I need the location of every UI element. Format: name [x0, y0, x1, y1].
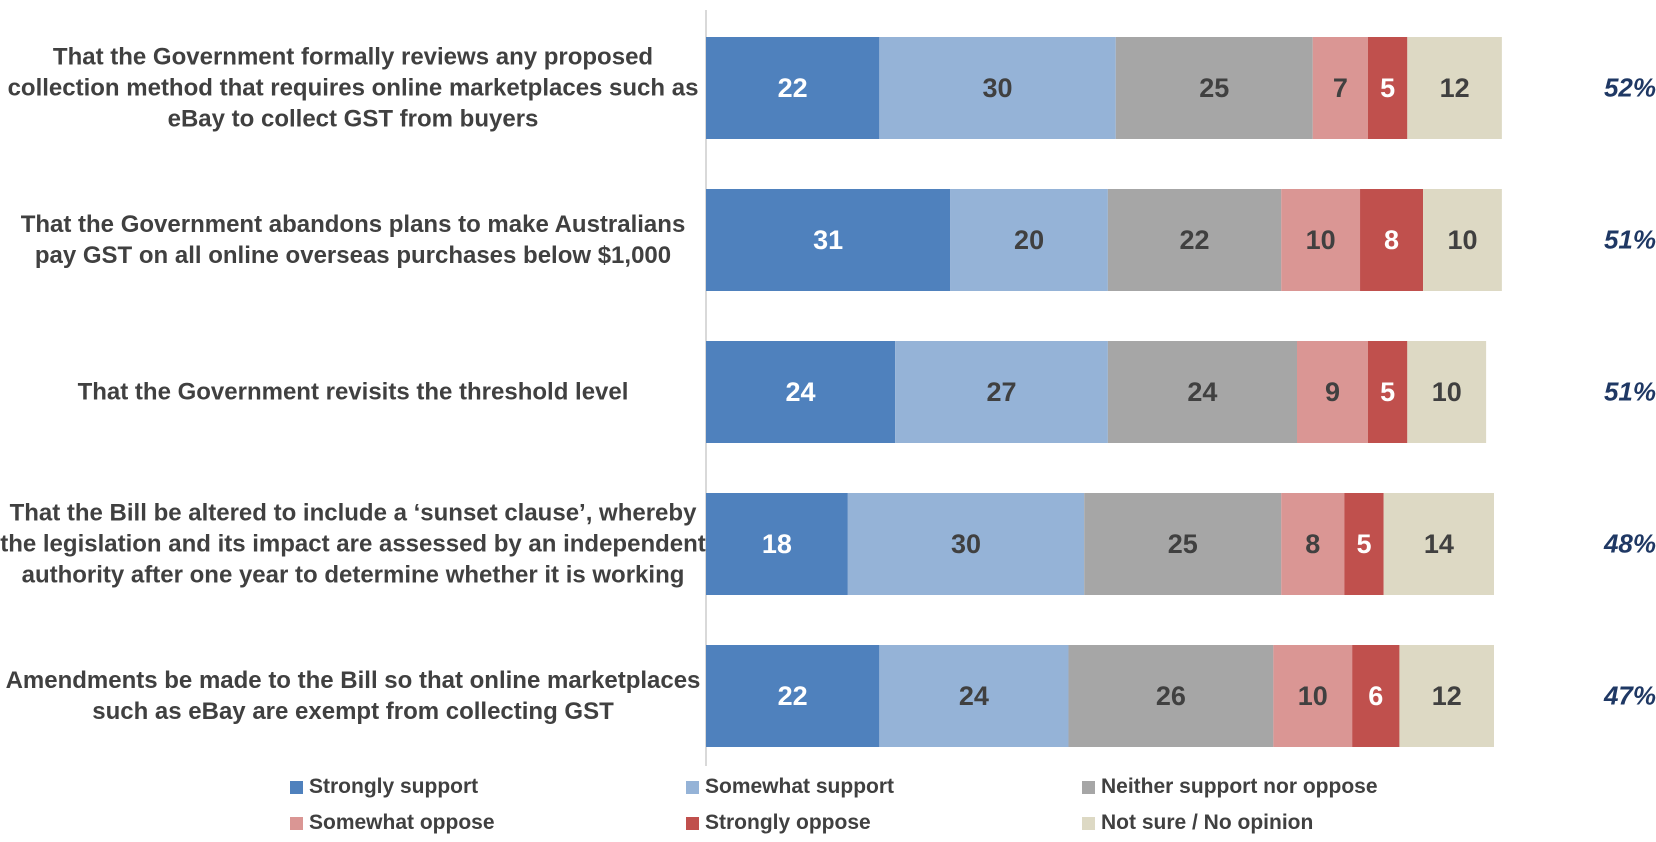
data-label: 30: [951, 529, 981, 559]
total-support-label: 47%: [1603, 680, 1656, 711]
data-label: 10: [1447, 225, 1477, 255]
category-label: That the Government revisits the thresho…: [77, 378, 629, 406]
bar-segment: [1423, 189, 1502, 291]
bar-segment: [895, 341, 1108, 443]
category-label: Amendments be made to the Bill so that o…: [5, 667, 701, 725]
category-label: That the Bill be altered to include a ‘s…: [0, 499, 706, 589]
total-support-label: 48%: [1603, 528, 1656, 559]
bar-segment: [1107, 341, 1297, 443]
legend-item: Neither support nor oppose: [1082, 775, 1378, 799]
legend-label: Neither support nor oppose: [1101, 775, 1378, 798]
data-label: 24: [959, 681, 989, 711]
legend-swatch: [290, 780, 303, 794]
legend-item: Somewhat support: [686, 775, 894, 799]
data-label: 7: [1333, 73, 1348, 103]
data-label: 24: [786, 377, 816, 407]
data-label: 22: [1180, 225, 1210, 255]
bar-segment: [1352, 645, 1400, 747]
bar-segment: [706, 37, 880, 139]
data-label: 31: [813, 225, 843, 255]
bar-segment: [1273, 645, 1353, 747]
bar-segment: [879, 37, 1116, 139]
legend-swatch: [290, 816, 303, 830]
data-label: 8: [1384, 225, 1399, 255]
data-label: 25: [1168, 529, 1198, 559]
category-label: That the Government formally reviews any…: [7, 43, 699, 133]
data-label: 10: [1298, 681, 1328, 711]
bar-segment: [1360, 189, 1424, 291]
bar-segment: [879, 645, 1069, 747]
bar-segment: [706, 493, 848, 595]
data-label: 25: [1199, 73, 1229, 103]
data-label: 30: [983, 73, 1013, 103]
data-label: 18: [762, 529, 792, 559]
bar-segment: [1367, 341, 1408, 443]
data-label: 10: [1432, 377, 1462, 407]
legend-label: Not sure / No opinion: [1101, 811, 1314, 834]
bar-segment: [1312, 37, 1368, 139]
legend-swatch: [686, 780, 699, 794]
bar-segment: [1367, 37, 1408, 139]
data-label: 12: [1432, 681, 1462, 711]
data-label: 6: [1368, 681, 1383, 711]
bar-segment: [1281, 493, 1345, 595]
data-label: 14: [1424, 529, 1454, 559]
bar-segment: [1399, 645, 1494, 747]
bar-segment: [1281, 189, 1361, 291]
legend-label: Strongly oppose: [705, 811, 871, 834]
legend-item: Strongly oppose: [686, 811, 871, 835]
legend-swatch: [1082, 780, 1095, 794]
bar-segment: [706, 645, 880, 747]
data-label: 24: [1187, 377, 1217, 407]
bar-segment: [950, 189, 1108, 291]
legend-item: Not sure / No opinion: [1082, 811, 1313, 835]
bar-segment: [706, 341, 896, 443]
data-label: 22: [778, 73, 808, 103]
legend-label: Somewhat support: [705, 775, 895, 798]
data-label: 12: [1440, 73, 1470, 103]
bar-segment: [1383, 493, 1494, 595]
bar-segment: [1068, 645, 1274, 747]
bar-segment: [847, 493, 1085, 595]
total-support-label: 51%: [1603, 376, 1656, 407]
data-label: 8: [1305, 529, 1320, 559]
bar-segment: [1115, 37, 1313, 139]
bar-segment: [1407, 37, 1502, 139]
category-label: That the Government abandons plans to ma…: [20, 211, 686, 269]
bar-segment: [1297, 341, 1368, 443]
legend-item: Strongly support: [290, 775, 478, 799]
bar-segment: [1084, 493, 1282, 595]
data-label: 5: [1356, 529, 1371, 559]
legend-label: Somewhat oppose: [309, 811, 495, 834]
data-label: 5: [1380, 73, 1395, 103]
total-support-label: 52%: [1603, 72, 1656, 103]
legend-swatch: [1082, 816, 1095, 830]
legend-swatch: [686, 816, 699, 830]
bar-segment: [1407, 341, 1487, 443]
data-label: 9: [1325, 377, 1340, 407]
bar-segment: [1107, 189, 1282, 291]
bars-group: 22 30 25 7 5 12 31 20 22 10 8 10 24 27 24 9 5 10 18 30 25 8 5 1…: [706, 37, 1502, 747]
data-label: 10: [1306, 225, 1336, 255]
data-label: 5: [1380, 377, 1395, 407]
bar-segment: [706, 189, 951, 291]
legend-item: Somewhat oppose: [290, 811, 495, 835]
data-label: 27: [986, 377, 1016, 407]
bar-segment: [1344, 493, 1384, 595]
data-label: 22: [778, 681, 808, 711]
data-label: 26: [1156, 681, 1186, 711]
legend-label: Strongly support: [309, 775, 479, 798]
data-label: 20: [1014, 225, 1044, 255]
total-support-label: 51%: [1603, 224, 1656, 255]
legend: Strongly support Somewhat support Neither …: [0, 775, 1656, 842]
